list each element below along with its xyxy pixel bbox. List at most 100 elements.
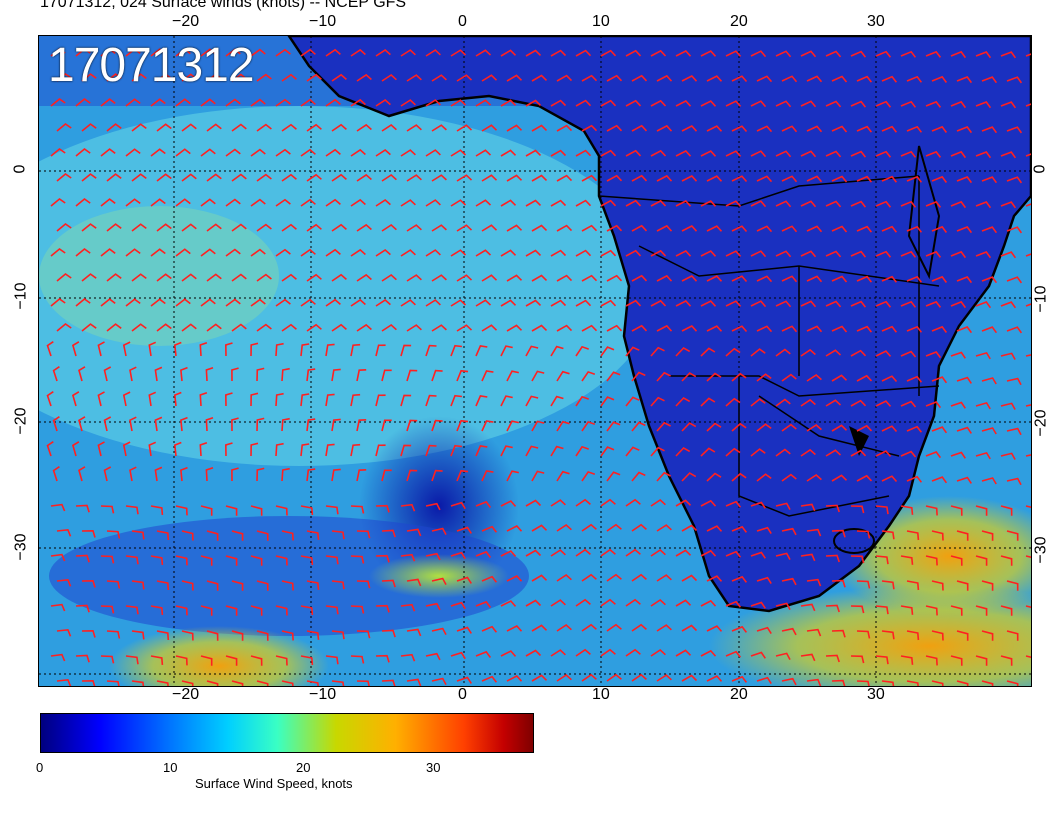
wind-barb: [481, 124, 498, 132]
wind-barb: [800, 553, 816, 562]
wind-barb: [1025, 454, 1031, 457]
wind-barb: [606, 673, 622, 682]
wind-barb: [199, 442, 208, 457]
wind-barb: [856, 325, 873, 333]
wind-barb: [600, 396, 615, 407]
wind-barb: [556, 74, 573, 82]
trade-wind-band: [39, 106, 659, 466]
wind-barb: [450, 149, 467, 157]
wind-barb: [175, 48, 191, 57]
wind-barb: [675, 300, 692, 307]
wind-barb: [100, 298, 116, 307]
wind-barb: [500, 500, 517, 507]
wind-barb: [925, 505, 938, 516]
wind-barb: [856, 374, 873, 382]
wind-barb: [400, 603, 416, 612]
wind-barb: [581, 174, 598, 182]
wind-barb: [56, 578, 72, 587]
wind-barb: [900, 505, 914, 515]
high-wind-area: [369, 554, 509, 598]
wind-barb: [950, 300, 967, 309]
wind-barb: [78, 416, 86, 432]
wind-barb: [850, 605, 865, 614]
wind-barb: [600, 548, 616, 557]
wind-barb: [52, 466, 60, 482]
left-tick-label: 0: [11, 164, 29, 174]
wind-barb: [100, 605, 115, 614]
wind-barb: [175, 148, 191, 157]
wind-barb: [475, 99, 492, 107]
wind-barb: [331, 73, 347, 82]
wind-barb: [356, 173, 372, 182]
wind-barb: [625, 299, 642, 307]
wind-barb: [200, 98, 216, 107]
wind-barb: [675, 549, 692, 557]
wind-barb: [281, 367, 290, 382]
wind-barb: [906, 630, 920, 641]
wind-barb: [681, 674, 698, 682]
wind-barb: [431, 324, 447, 332]
wind-barb: [1025, 53, 1031, 57]
wind-barb: [831, 579, 846, 588]
wind-barb: [224, 442, 233, 457]
wind-barb: [250, 48, 266, 57]
wind-barb: [481, 370, 494, 382]
wind-barb: [950, 50, 967, 59]
wind-barb: [706, 675, 723, 682]
wind-barb: [531, 370, 545, 382]
wind-barb: [750, 100, 767, 108]
wind-barb: [300, 655, 314, 666]
wind-barb: [675, 396, 691, 407]
wind-barb: [775, 398, 791, 407]
wind-barb: [850, 349, 867, 357]
wind-barb: [700, 200, 717, 207]
colorbar-tick: 0: [36, 760, 44, 775]
wind-barb: [75, 147, 91, 157]
wind-barb: [631, 174, 648, 182]
wind-barb: [556, 324, 573, 332]
wind-barb: [950, 250, 967, 259]
wind-barb: [650, 249, 667, 257]
wind-barb: [931, 476, 948, 484]
wind-barb: [481, 420, 494, 432]
wind-barb: [706, 175, 723, 182]
wind-barb: [675, 446, 691, 457]
wind-barb: [981, 276, 998, 284]
wind-barb: [381, 469, 392, 482]
wind-barb: [956, 326, 973, 334]
wind-barb: [450, 99, 467, 107]
wind-barb: [800, 100, 817, 108]
wind-barb: [275, 392, 284, 407]
wind-barb: [331, 368, 341, 382]
wind-barb: [475, 249, 492, 257]
wind-barb: [56, 122, 72, 132]
wind-barb: [775, 250, 792, 258]
wind-barb: [856, 630, 871, 639]
wind-barb: [300, 393, 310, 407]
wind-barb: [300, 605, 314, 616]
wind-barb: [906, 375, 923, 383]
wind-barb: [125, 98, 141, 107]
wind-barb: [600, 99, 617, 107]
wind-barb: [350, 248, 366, 257]
wind-barb: [600, 498, 616, 507]
wind-barb: [1000, 51, 1017, 59]
wind-barb: [925, 555, 938, 566]
wind-barb: [575, 648, 591, 657]
wind-barb: [700, 549, 717, 557]
wind-barb: [406, 224, 422, 232]
wind-barb: [475, 650, 492, 658]
wind-barb: [306, 468, 316, 482]
wind-barb: [775, 652, 791, 660]
wind-barb: [825, 349, 842, 357]
wind-barb: [1006, 226, 1023, 234]
wind-barb: [931, 125, 948, 133]
wind-barb: [1006, 326, 1023, 334]
wind-barb: [725, 550, 742, 558]
wind-barb: [800, 150, 817, 158]
wind-barb: [825, 504, 840, 513]
wind-barb: [525, 299, 542, 307]
wind-barb: [331, 580, 345, 590]
wind-barb: [481, 470, 494, 482]
wind-barb: [725, 300, 742, 307]
